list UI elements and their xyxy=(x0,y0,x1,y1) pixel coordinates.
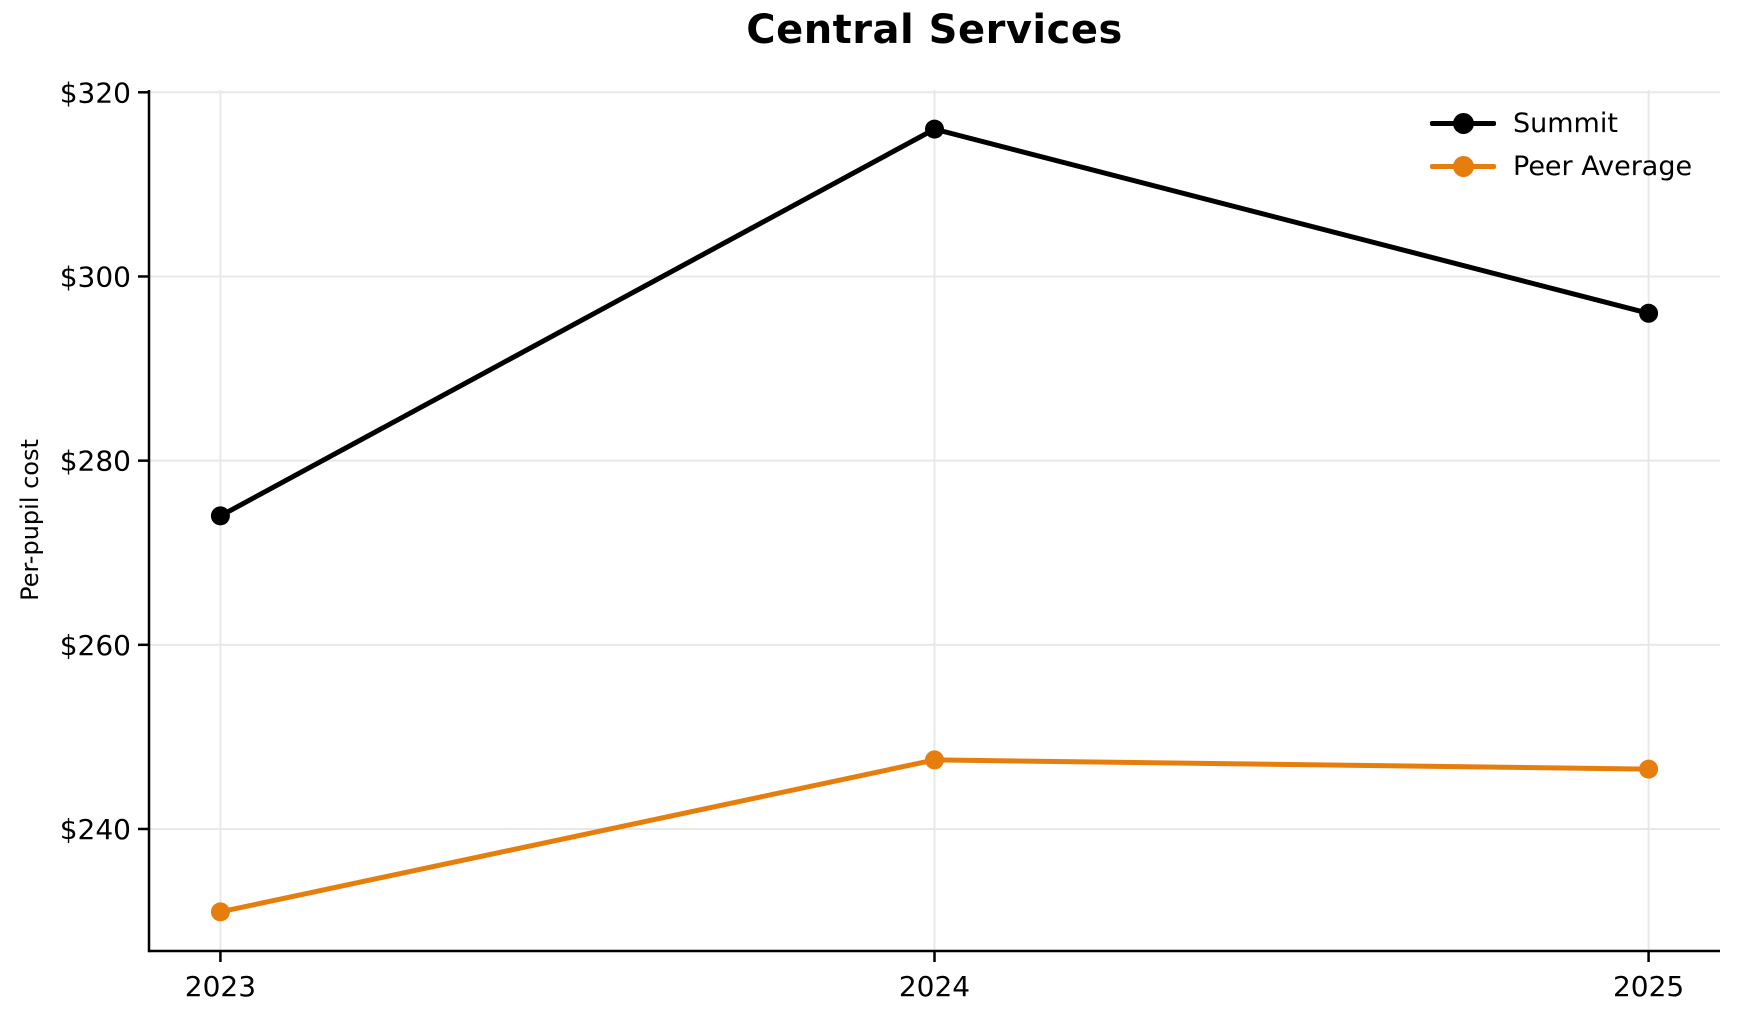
legend-entry-peer-average: Peer Average xyxy=(1430,147,1692,185)
x-tick-label: 2024 xyxy=(899,970,970,1003)
legend: Summit Peer Average xyxy=(1430,104,1692,185)
x-tick-label: 2023 xyxy=(185,970,256,1003)
data-point-summit-2023 xyxy=(210,506,230,526)
legend-dot-swatch xyxy=(1452,155,1474,177)
data-point-peer-average-2024 xyxy=(925,750,944,770)
data-point-peer-average-2023 xyxy=(210,902,230,922)
x-tick-label: 2025 xyxy=(1613,970,1684,1003)
y-tick-label: $300 xyxy=(60,260,131,293)
y-tick-label: $280 xyxy=(60,445,131,478)
y-tick-label: $240 xyxy=(60,813,131,846)
legend-entry-summit: Summit xyxy=(1430,104,1692,142)
data-point-summit-2025 xyxy=(1639,303,1659,323)
data-point-summit-2024 xyxy=(925,119,944,139)
y-tick-label: $260 xyxy=(60,629,131,662)
data-point-peer-average-2025 xyxy=(1639,759,1659,779)
legend-line-marker-icon xyxy=(1430,104,1496,142)
legend-dot-swatch xyxy=(1452,112,1474,134)
legend-label-peer-average: Peer Average xyxy=(1513,150,1693,182)
legend-line-marker-icon xyxy=(1430,147,1496,185)
y-tick-label: $320 xyxy=(60,76,131,109)
legend-label-summit: Summit xyxy=(1513,107,1618,139)
chart-title: Central Services xyxy=(746,7,1123,53)
